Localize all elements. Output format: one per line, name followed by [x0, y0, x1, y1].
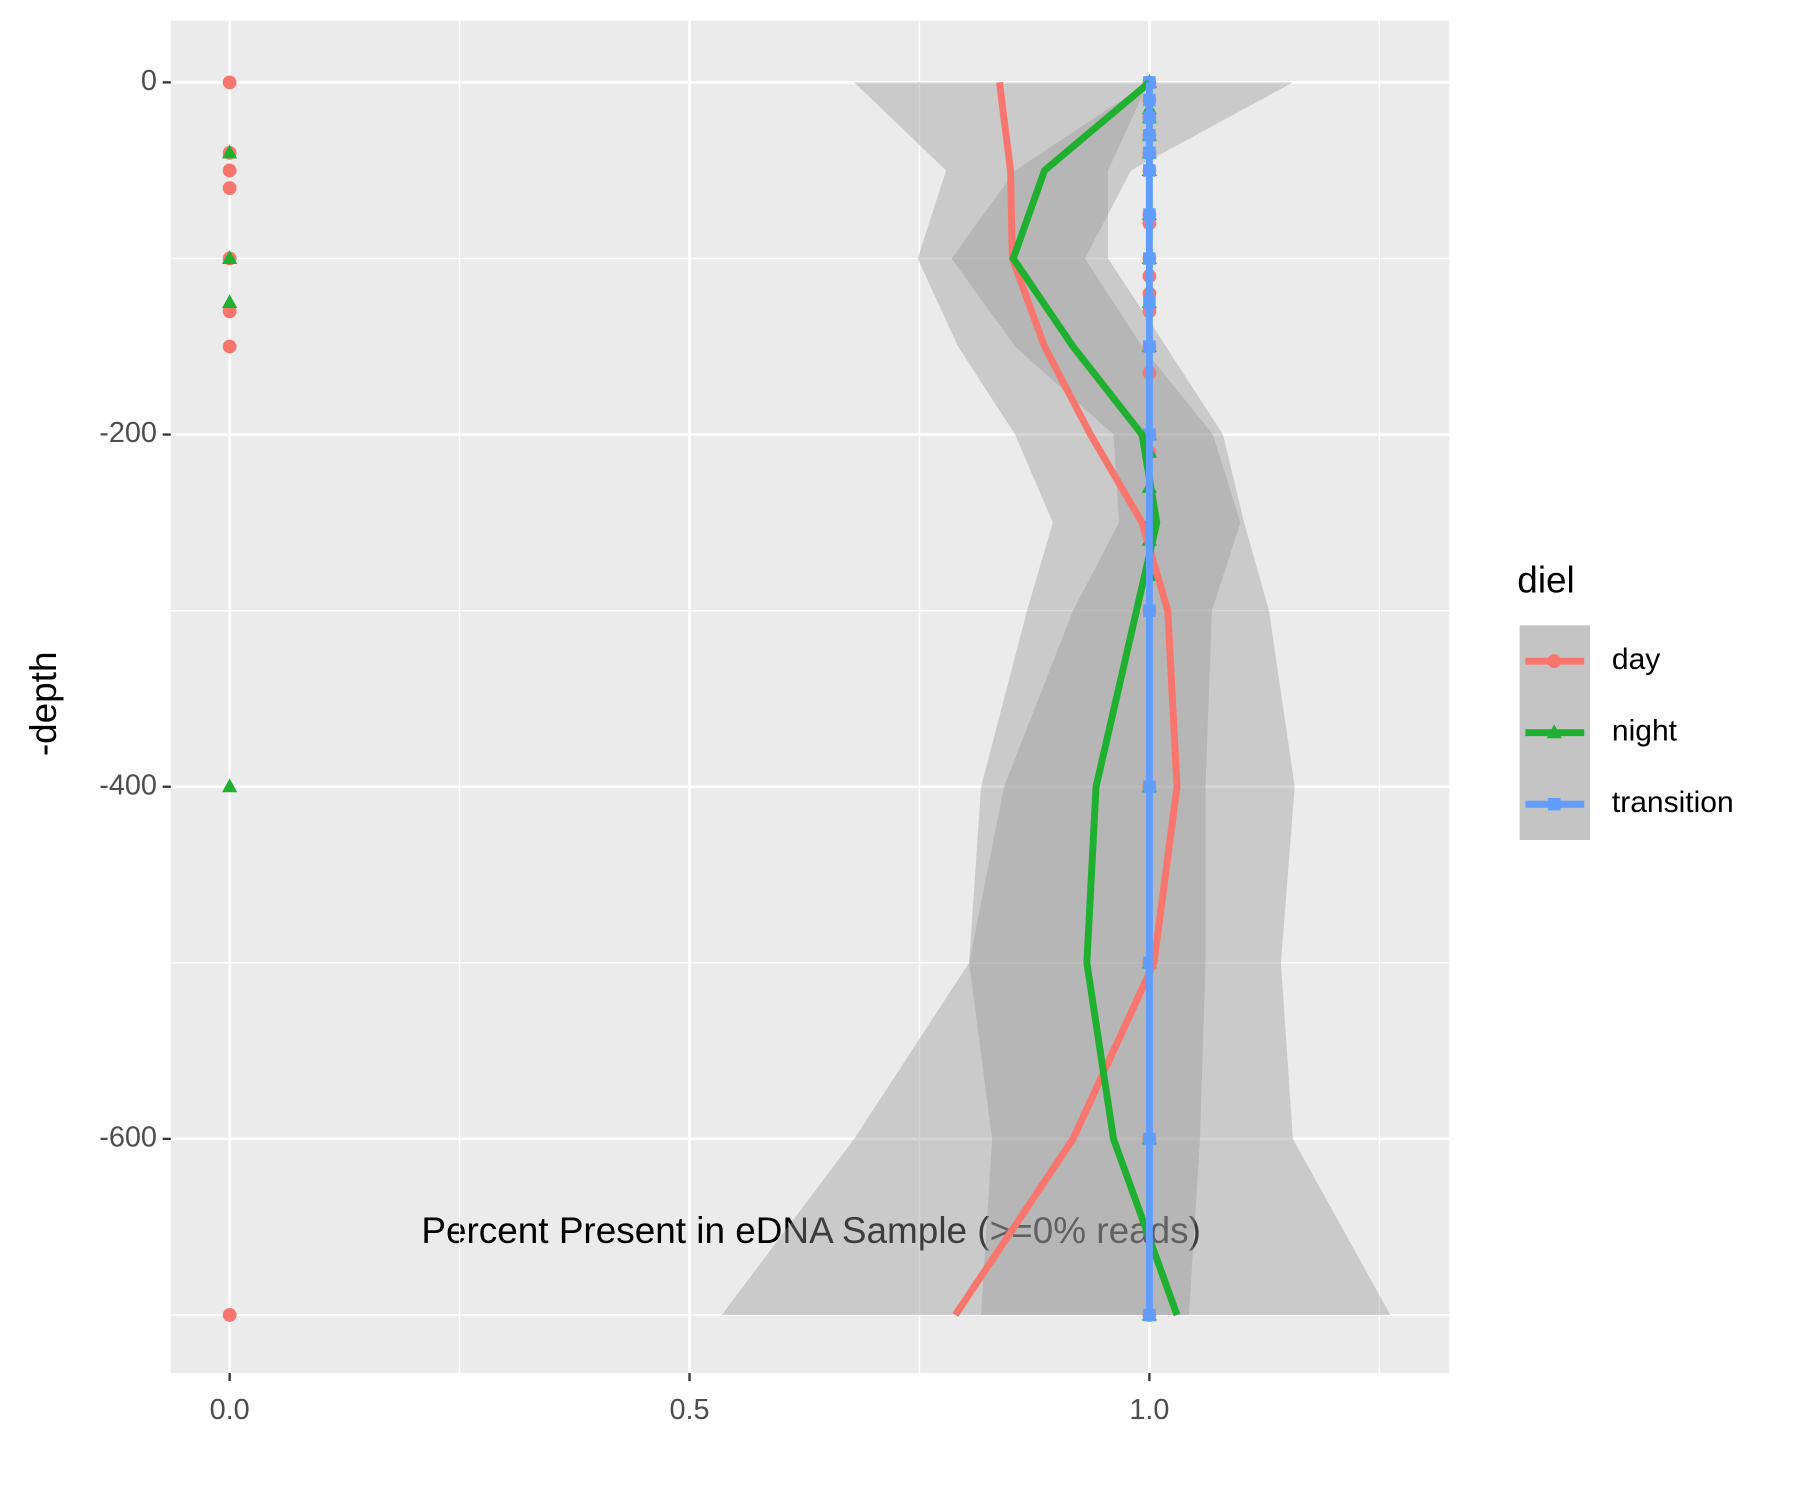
legend-marker: [1548, 798, 1561, 811]
legend-label: transition: [1612, 786, 1734, 819]
x-tick-label: 0.5: [669, 1394, 709, 1426]
point: [222, 294, 238, 309]
point: [222, 1308, 237, 1322]
point: [222, 250, 238, 265]
point: [222, 181, 237, 195]
confidence-band: [951, 82, 1293, 1315]
legend-label: day: [1612, 643, 1660, 676]
point: [222, 339, 237, 354]
y-tick-label: -600: [99, 1122, 157, 1154]
x-axis-title: Percent Present in eDNA Sample (>=0% rea…: [421, 1210, 1201, 1251]
y-tick-label: 0: [141, 65, 157, 97]
legend-marker: [1546, 724, 1562, 739]
y-axis-title: -depth: [23, 652, 64, 757]
x-tick-label: 1.0: [1129, 1394, 1169, 1426]
x-tick-label: 0.0: [210, 1394, 250, 1426]
legend-title: diel: [1517, 559, 1574, 600]
legend-marker: [1547, 654, 1562, 669]
panel: [170, 20, 1450, 1374]
smooth-line: [1009, 79, 1181, 1317]
y-tick-label: -200: [99, 417, 157, 449]
smooth-line: [952, 81, 1181, 1317]
legend-label: night: [1612, 715, 1678, 748]
point: [222, 75, 237, 90]
point: [222, 163, 237, 178]
confidence-band: [721, 82, 1391, 1315]
y-tick-label: -400: [99, 769, 157, 801]
point: [222, 778, 238, 793]
point: [222, 144, 238, 159]
